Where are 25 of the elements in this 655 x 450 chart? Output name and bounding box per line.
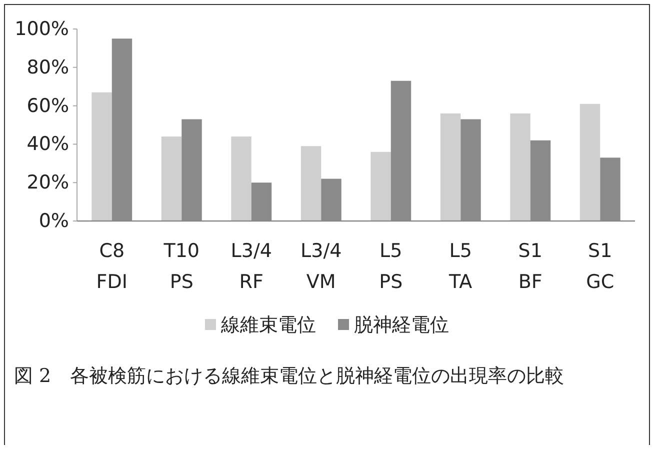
x-tick-label: S1 GC (586, 240, 614, 293)
bar (510, 113, 530, 221)
x-tick-label: L5 PS (379, 240, 403, 293)
legend-label: 脱神経電位 (354, 314, 449, 336)
x-tick-label: C8 FDI (96, 240, 128, 293)
x-tick-label: L3/4 VM (300, 240, 342, 293)
legend-label: 線維束電位 (220, 314, 316, 336)
caption: 図 2 各被検筋における線維束電位と脱神経電位の出現率の比較 (14, 364, 566, 389)
y-tick-label: 80% (26, 56, 69, 78)
bar (92, 92, 112, 221)
x-tick-label: L5 TA (448, 240, 472, 293)
y-tick-label: 0% (38, 210, 69, 232)
x-tick-label: T10 PS (162, 240, 200, 293)
y-tick-label: 60% (26, 94, 69, 117)
x-tick-label: L3/4 RF (230, 240, 272, 293)
y-tick-label: 100% (14, 18, 69, 40)
x-tick-label: S1 BF (518, 240, 542, 293)
bar (231, 136, 252, 221)
bar (440, 113, 461, 221)
bar (161, 136, 182, 221)
y-tick-label: 20% (26, 172, 69, 194)
bar (370, 152, 391, 221)
y-tick-label: 40% (26, 133, 69, 156)
bar (300, 146, 322, 221)
bar (580, 104, 600, 221)
